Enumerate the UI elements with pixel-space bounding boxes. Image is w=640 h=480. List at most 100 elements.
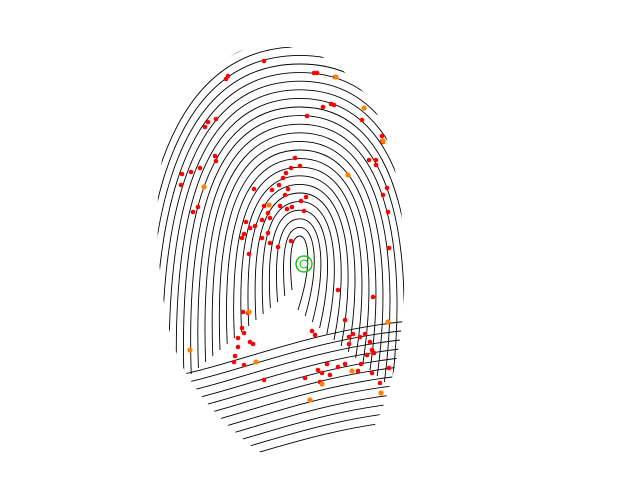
- minutia-point: [246, 251, 252, 257]
- minutia-point: [297, 163, 303, 169]
- minutia-point: [377, 380, 383, 386]
- minutia-point: [275, 244, 281, 250]
- minutia-point: [243, 219, 249, 225]
- ridge-line: [157, 46, 405, 455]
- minutia-point: [265, 210, 271, 216]
- ridge-line: [240, 175, 356, 353]
- minutia-point: [309, 328, 315, 334]
- minutia-point: [285, 186, 291, 192]
- minutia-point: [259, 235, 265, 241]
- minutia-point: [350, 331, 356, 337]
- minutia-point: [324, 361, 330, 367]
- minutia-point: [380, 192, 386, 198]
- ridge-line: [197, 123, 398, 389]
- ridge-line: [218, 149, 377, 371]
- minutia-point: [346, 334, 352, 340]
- minutia-point: [314, 70, 320, 76]
- minutia-point: [239, 235, 245, 241]
- minutia-point: [213, 116, 219, 122]
- ridge-line: [175, 97, 405, 407]
- ridge-line: [226, 158, 370, 365]
- minutia-point-secondary: [385, 319, 391, 325]
- minutia-point: [301, 208, 307, 214]
- minutia-point: [212, 153, 218, 159]
- minutia-point: [292, 155, 298, 161]
- minutia-point: [302, 375, 308, 381]
- minutia-point: [179, 171, 185, 177]
- minutiae-points: [178, 58, 392, 403]
- minutia-point: [241, 231, 247, 237]
- minutia-point: [284, 206, 290, 212]
- ridge-line: [211, 140, 384, 377]
- minutia-point: [288, 238, 294, 244]
- minutia-point: [252, 223, 258, 229]
- ridge-line: [157, 391, 405, 453]
- minutia-point-secondary: [246, 309, 252, 315]
- minutia-point: [370, 294, 376, 300]
- core-marker: [295, 255, 313, 273]
- minutia-point: [178, 182, 184, 188]
- minutia-point-secondary: [361, 105, 367, 111]
- ridge-line: [247, 183, 349, 347]
- minutia-point: [202, 124, 208, 130]
- ridge-line: [261, 201, 335, 335]
- ridge-lines: [157, 46, 405, 466]
- minutia-point: [223, 76, 229, 82]
- minutia-point: [385, 209, 391, 215]
- minutia-point: [327, 372, 333, 378]
- ridge-line: [157, 72, 405, 425]
- minutia-point: [188, 169, 194, 175]
- minutia-point: [355, 368, 361, 374]
- minutia-point-secondary: [266, 202, 272, 208]
- minutia-point: [276, 182, 282, 188]
- minutia-point: [239, 325, 245, 331]
- minutia-point: [240, 309, 246, 315]
- minutia-point: [342, 317, 348, 323]
- minutia-point: [331, 102, 337, 108]
- minutia-point: [197, 165, 203, 171]
- minutia-point: [241, 330, 247, 336]
- minutia-point-secondary: [187, 347, 193, 353]
- minutia-point: [195, 204, 201, 210]
- minutia-point: [231, 359, 237, 365]
- minutia-point: [235, 344, 241, 350]
- minutia-point: [346, 341, 352, 347]
- minutia-point: [366, 157, 372, 163]
- minutia-point: [373, 162, 379, 168]
- minutia-point: [386, 245, 392, 251]
- minutia-point: [362, 331, 368, 337]
- minutia-point: [241, 362, 247, 368]
- ridge-line: [204, 132, 391, 383]
- ridge-line: [161, 80, 405, 419]
- ridge-line: [190, 115, 405, 395]
- minutia-point-secondary: [380, 138, 386, 144]
- minutia-point: [320, 104, 326, 110]
- minutia-point: [261, 203, 267, 209]
- minutia-point: [298, 198, 304, 204]
- minutia-point: [205, 119, 211, 125]
- minutia-point: [319, 370, 325, 376]
- ridge-line: [276, 218, 322, 323]
- minutia-point: [335, 364, 341, 370]
- minutia-point: [342, 361, 348, 367]
- ridge-line: [233, 166, 363, 359]
- ridge-line: [157, 400, 405, 462]
- minutia-point: [261, 58, 267, 64]
- minutia-point: [384, 185, 390, 191]
- minutia-point: [359, 117, 365, 123]
- minutia-point: [289, 204, 295, 210]
- minutia-point: [247, 225, 253, 231]
- ridge-line: [157, 54, 405, 437]
- minutia-point: [250, 341, 256, 347]
- minutia-point: [364, 352, 370, 358]
- minutia-point: [265, 230, 271, 236]
- ridge-line: [254, 192, 342, 341]
- minutia-point-secondary: [378, 390, 384, 396]
- ridge-line: [157, 46, 405, 449]
- minutia-point: [235, 335, 241, 341]
- minutia-point: [386, 365, 392, 371]
- ridge-line: [290, 235, 309, 311]
- ridge-line: [168, 89, 405, 413]
